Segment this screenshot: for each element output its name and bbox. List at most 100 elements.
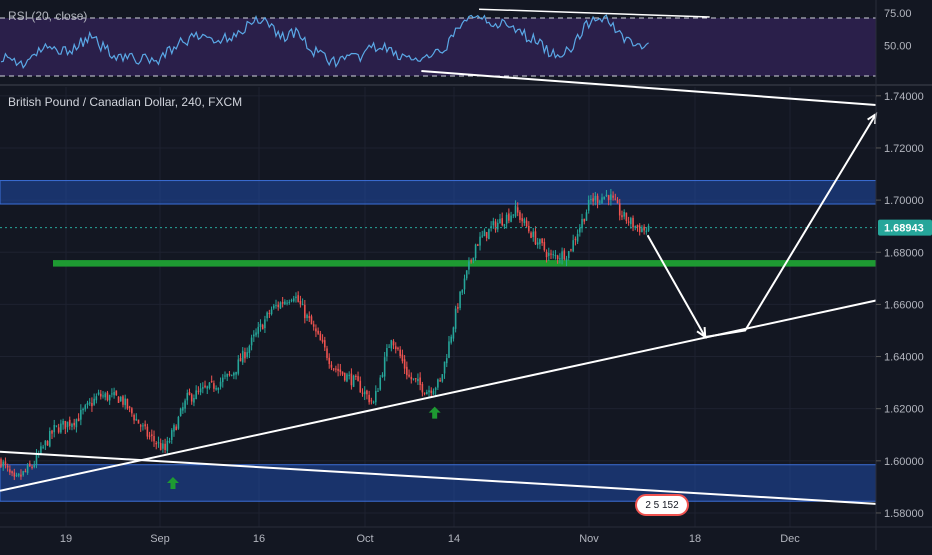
candle-body xyxy=(394,346,397,350)
candle-body xyxy=(439,380,441,382)
candle-body xyxy=(230,374,233,376)
y-tick-label: 1.64000 xyxy=(884,352,924,364)
candle-body xyxy=(13,472,16,477)
candle-body xyxy=(175,426,177,431)
candle-body xyxy=(284,301,286,305)
candle-body xyxy=(281,301,284,304)
candle-body xyxy=(306,314,308,318)
candle-body xyxy=(554,255,557,257)
event-badge[interactable]: 2 5 152 xyxy=(635,494,689,516)
candle-body xyxy=(195,390,197,400)
candle-body xyxy=(228,374,231,376)
candle-body xyxy=(587,199,590,211)
rsi-series xyxy=(0,14,649,69)
y-tick-label: 1.60000 xyxy=(884,456,924,468)
drawings xyxy=(0,70,878,505)
x-tick-label: 16 xyxy=(253,533,265,545)
candle-body xyxy=(126,398,129,409)
candle-body xyxy=(346,374,348,382)
candle-body xyxy=(386,348,388,357)
candle-body xyxy=(221,377,224,383)
candle-body xyxy=(84,405,87,410)
candle-body xyxy=(213,383,215,389)
candle-body xyxy=(417,378,419,382)
candle-body xyxy=(357,376,359,382)
candle-body xyxy=(102,395,104,397)
candle-body xyxy=(603,196,606,199)
candle-body xyxy=(328,357,331,364)
candle-body xyxy=(153,436,155,442)
candle-body xyxy=(255,332,257,336)
candle-body xyxy=(474,244,477,259)
candle-body xyxy=(525,220,528,227)
support-level[interactable] xyxy=(53,260,876,267)
candle-body xyxy=(343,373,346,381)
markers xyxy=(166,406,441,489)
rsi-trendline[interactable] xyxy=(479,8,710,18)
candle-body xyxy=(124,398,126,406)
candle-body xyxy=(647,225,650,231)
candle-body xyxy=(461,290,464,293)
candle-body xyxy=(272,305,275,309)
candle-body xyxy=(585,212,588,221)
candle-body xyxy=(182,407,184,411)
candle-body xyxy=(494,221,497,230)
candle-body xyxy=(257,326,260,334)
candle-body xyxy=(392,341,395,346)
candle-body xyxy=(270,309,273,315)
candle-body xyxy=(630,218,632,225)
channel-bottom-line[interactable] xyxy=(0,450,877,505)
candle-body xyxy=(239,357,242,362)
candle-body xyxy=(565,258,568,261)
channel-top-line[interactable] xyxy=(421,70,877,106)
candle-body xyxy=(106,392,109,401)
candle-body xyxy=(550,253,552,255)
candle-body xyxy=(88,402,91,404)
candle-body xyxy=(488,228,490,240)
candle-body xyxy=(142,425,144,427)
candle-body xyxy=(479,236,481,246)
candle-body xyxy=(290,300,293,302)
candle-body xyxy=(401,354,404,362)
y-tick-label: 1.70000 xyxy=(884,195,924,207)
candle-body xyxy=(621,215,623,218)
candle-body xyxy=(559,258,561,260)
candle-body xyxy=(31,466,33,468)
x-tick-label: 18 xyxy=(689,533,701,545)
event-badge-shape xyxy=(635,494,689,516)
x-tick-label: Oct xyxy=(356,533,373,545)
candle-body xyxy=(188,391,191,395)
y-axis[interactable]: 1.74000 1.72000 1.70000 1.68000 1.66000 1.640… xyxy=(876,91,924,520)
candle-body xyxy=(454,308,457,329)
candle-body xyxy=(148,435,151,437)
candle-body xyxy=(219,381,222,387)
event-badge-label: 2 5 152 xyxy=(645,500,679,511)
candle-body xyxy=(46,441,49,446)
candle-body xyxy=(592,198,594,202)
candle-body xyxy=(339,369,342,373)
resistance-zone[interactable] xyxy=(0,180,877,205)
candle-body xyxy=(450,336,452,343)
candle-body xyxy=(403,359,406,369)
candle-body xyxy=(335,368,337,370)
candle-body xyxy=(465,270,468,279)
candle-body xyxy=(2,461,5,467)
candle-body xyxy=(383,357,386,377)
candle-body xyxy=(295,296,297,299)
x-axis[interactable]: 19 Sep 16 Oct 14 Nov 18 Dec xyxy=(60,533,800,545)
candle-body xyxy=(75,419,78,428)
zones xyxy=(0,180,877,502)
candle-body xyxy=(264,319,266,329)
candle-body xyxy=(377,390,379,392)
projection-path[interactable] xyxy=(646,113,877,339)
candle-body xyxy=(299,300,302,305)
candle-body xyxy=(97,392,100,395)
rsi-label: RSI (20, close) xyxy=(8,9,87,23)
y-tick-label: 1.62000 xyxy=(884,404,924,416)
candle-body xyxy=(468,261,470,270)
candle-body xyxy=(20,474,22,477)
candle-body xyxy=(523,219,526,224)
candle-body xyxy=(579,227,581,233)
